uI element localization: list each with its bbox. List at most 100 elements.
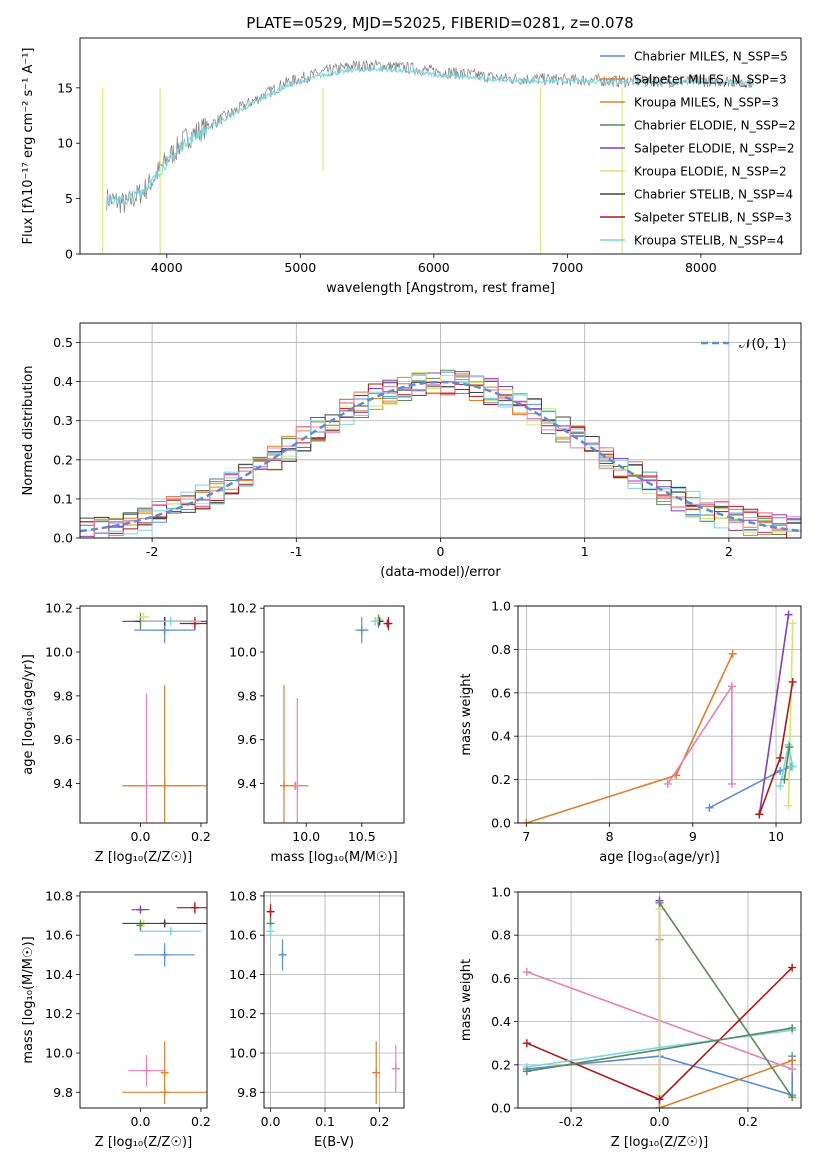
weight-line-9	[526, 1027, 793, 1073]
spectrum-line-observed	[106, 60, 755, 214]
legend-label: Kroupa MILES, N_SSP=3	[634, 96, 779, 110]
weight-line-3	[758, 614, 790, 815]
y-tick-label: 9.8	[53, 1085, 73, 1100]
y-tick-label: 9.8	[237, 688, 257, 703]
weight-marker	[522, 819, 531, 823]
plot-area	[266, 903, 400, 1105]
y-tick-label: 10.4	[229, 967, 257, 982]
x-axis-label: mass [log₁₀(M/M☉)]	[270, 850, 397, 865]
legend-label: Chabrier MILES, N_SSP=5	[634, 50, 788, 64]
x-tick-label: 7000	[551, 260, 583, 275]
weight-line-6	[658, 902, 793, 1098]
y-tick-label: 9.8	[53, 688, 73, 703]
x-tick-label: -2	[146, 544, 158, 559]
y-tick-label: 0.2	[53, 452, 73, 467]
weight-marker	[788, 1093, 797, 1102]
x-tick-label: 8000	[685, 260, 717, 275]
data-point	[166, 927, 175, 936]
y-axis-label: mass [log₁₀(M/M☉)]	[21, 936, 36, 1063]
y-tick-label: 0.6	[491, 971, 511, 986]
data-point	[136, 905, 145, 914]
plot-area	[122, 901, 207, 1105]
axes-frame	[79, 891, 208, 1109]
weight-marker	[522, 1067, 531, 1076]
weight-marker	[776, 782, 785, 791]
data-point	[190, 619, 199, 628]
legend-label: Salpeter MILES, N_SSP=3	[634, 73, 787, 87]
weight-marker	[788, 1024, 797, 1033]
y-tick-label: 10.8	[45, 888, 73, 903]
weight-marker	[655, 1095, 664, 1104]
weight-marker	[755, 810, 764, 819]
x-axis-label: wavelength [Angstrom, rest frame]	[326, 281, 555, 296]
weight-marker	[705, 803, 714, 812]
age-mass-panel: 10.0 10.5 9.4 9.6 9.8 10.0 10.2 mass [log₁₀(M/M…	[229, 601, 405, 865]
weight-marker	[776, 753, 785, 762]
weight-marker	[788, 619, 797, 628]
x-tick-label: 4000	[151, 260, 183, 275]
plot-area	[102, 60, 755, 254]
y-tick-label: 9.6	[237, 732, 257, 747]
weight-marker	[784, 801, 793, 810]
axes-frame	[517, 605, 802, 824]
weight-line-4	[787, 623, 794, 806]
y-tick-label: 0.8	[491, 928, 511, 943]
weight-marker	[727, 779, 736, 788]
y-axis-label: mass weight	[459, 959, 474, 1041]
y-tick-label: 10.8	[229, 888, 257, 903]
x-tick-label: 0.2	[191, 829, 211, 844]
spectrum-line-model	[106, 65, 755, 206]
y-tick-label: 1.0	[491, 599, 511, 614]
x-tick-label: 10	[768, 829, 784, 844]
legend-label: Kroupa STELIB, N_SSP=4	[634, 234, 784, 248]
y-axis-label: Flux [fλ10⁻¹⁷ erg cm⁻² s⁻¹ A⁻¹]	[21, 48, 36, 245]
x-tick-label: 8	[606, 829, 614, 844]
weight-marker	[522, 967, 531, 976]
weight-marker	[788, 1065, 797, 1074]
weight-marker	[780, 775, 789, 784]
plot-area	[80, 369, 801, 538]
y-tick-label: 0.2	[491, 772, 511, 787]
plot-area	[522, 610, 797, 823]
histogram-9	[80, 374, 801, 538]
data-point	[357, 626, 366, 635]
weight-marker	[655, 1104, 664, 1108]
y-tick-label: 0.4	[491, 1014, 511, 1029]
y-tick-label: 0.2	[491, 1057, 511, 1072]
weight-marker	[788, 677, 797, 686]
y-tick-label: 0.8	[491, 642, 511, 657]
y-tick-label: 9.4	[53, 776, 73, 791]
x-tick-label: 0.0	[261, 1114, 281, 1129]
legend-label: Salpeter ELODIE, N_SSP=2	[634, 142, 795, 156]
weight-line-1	[526, 653, 734, 823]
plot-area	[122, 612, 207, 823]
weight-marker	[655, 898, 664, 907]
weight-marker	[727, 682, 736, 691]
x-tick-label: 10.5	[348, 829, 376, 844]
y-axis-label: age [log₁₀(age/yr)]	[21, 654, 36, 775]
y-tick-label: 5	[65, 191, 73, 206]
y-tick-label: 15	[57, 80, 73, 95]
legend-label: 𝒩(0, 1)	[739, 337, 786, 352]
x-tick-label: -0.2	[559, 1114, 583, 1129]
y-tick-label: 0.4	[53, 374, 73, 389]
y-tick-label: 0.5	[53, 335, 73, 350]
x-tick-label: 5000	[284, 260, 316, 275]
y-tick-label: 0.0	[491, 816, 511, 831]
y-tick-label: 10.2	[229, 1006, 257, 1021]
legend-label: Chabrier STELIB, N_SSP=4	[634, 188, 793, 202]
weight-line-7	[783, 746, 791, 780]
data-point	[371, 617, 380, 626]
residuals-panel: -2 -1 0 1 2 0.0 0.1 0.2 0.3 0.4 0.5 (data-model)/er…	[21, 322, 802, 580]
data-point	[160, 950, 169, 959]
weight-marker	[728, 649, 737, 658]
x-tick-label: 0	[437, 544, 445, 559]
x-tick-label: 0.2	[191, 1114, 211, 1129]
axes-frame	[79, 322, 802, 539]
y-tick-label: 9.4	[237, 776, 257, 791]
x-axis-label: age [log₁₀(age/yr)]	[599, 850, 720, 865]
data-point	[391, 1064, 400, 1073]
data-point	[266, 927, 275, 936]
y-tick-label: 10.2	[229, 601, 257, 616]
